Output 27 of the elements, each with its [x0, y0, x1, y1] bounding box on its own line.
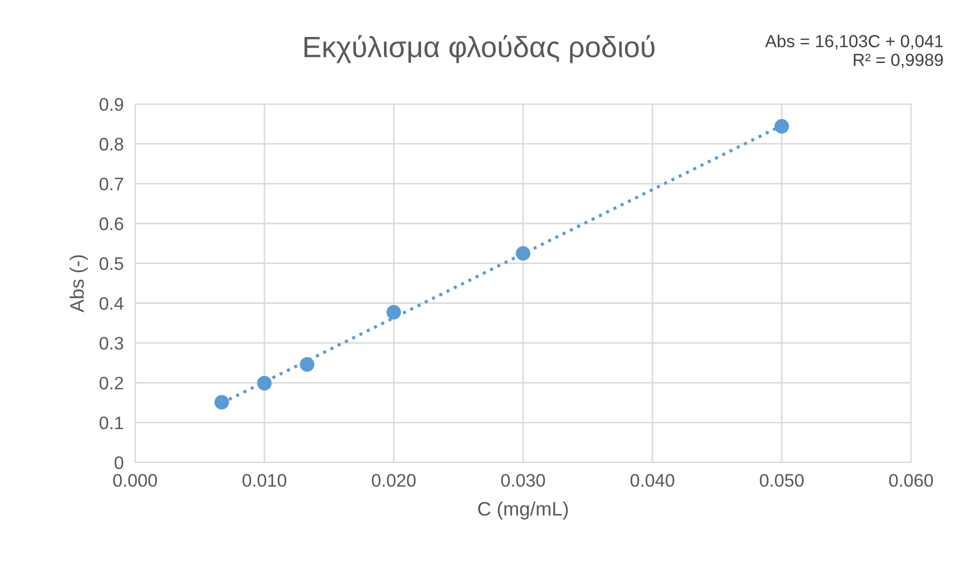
- y-tick-label: 0.5: [100, 257, 124, 270]
- y-tick-label: 0.1: [100, 416, 124, 430]
- y-tick-label: 0: [114, 456, 124, 470]
- y-tick-label: 0.9: [100, 98, 124, 111]
- y-tick-label: 0.3: [100, 336, 124, 350]
- x-tick-label: 0.050: [760, 474, 804, 487]
- point: [214, 394, 230, 410]
- x-tick-label: 0.020: [372, 474, 416, 487]
- point: [300, 357, 314, 372]
- x-tick-label: 0.000: [113, 474, 157, 487]
- point: [774, 119, 790, 134]
- text: Abs = 16,103C + 0,041 R² = 0,9989: [765, 34, 943, 68]
- y-axis-title: Abs (-): [70, 255, 88, 312]
- point: [516, 246, 530, 261]
- point: [257, 376, 272, 390]
- x-tick-label: 0.060: [889, 474, 933, 487]
- y-tick-label: 0.8: [100, 138, 124, 151]
- x-axis-title: C (mg/mL): [478, 501, 568, 520]
- y-tick-label: 0.6: [100, 217, 124, 230]
- y-tick-label: 0.2: [100, 376, 124, 390]
- y-tick-label: 0.4: [100, 297, 124, 310]
- chart-title: Εκχύλισμα φλούδας ροδιού: [304, 35, 654, 64]
- y-tick-label: 0.7: [100, 178, 124, 190]
- x-tick-label: 0.030: [501, 474, 545, 487]
- x-tick-label: 0.010: [242, 474, 286, 487]
- x-tick-label: 0.040: [630, 474, 674, 487]
- point: [386, 305, 402, 320]
